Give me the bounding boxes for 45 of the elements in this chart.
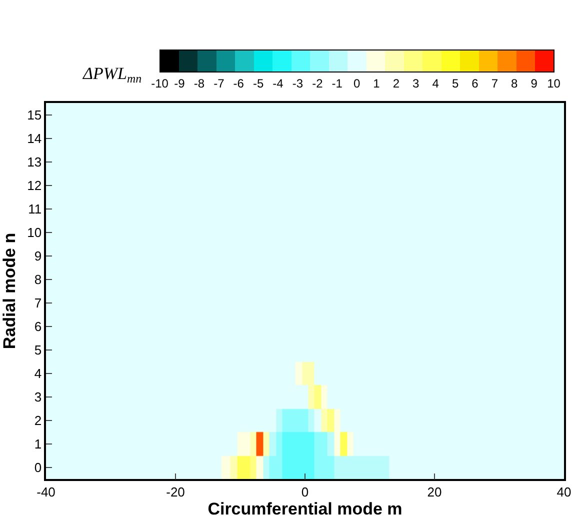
color-bar-label: 4 [432,76,440,90]
y-tick-label: 14 [27,130,42,146]
y-tick-label: 13 [27,154,42,170]
y-tick-label: 1 [34,436,42,452]
y-tick-label: 10 [27,224,42,240]
x-axis-title: Circumferential mode m [208,499,402,518]
x-tick-label: -20 [166,484,185,500]
color-bar-label: 1 [373,76,380,90]
y-tick-label: 7 [34,295,42,310]
color-bar-label: -5 [252,76,264,90]
y-tick-label: 9 [34,248,42,264]
color-bar-label: -8 [194,76,205,90]
color-bar-label: 0 [353,76,360,90]
x-tick-label: -40 [36,484,56,500]
y-tick-label: 5 [34,342,42,358]
y-tick-label: 6 [34,318,42,334]
x-tick-label: 0 [301,484,309,500]
y-tick-label: 2 [34,412,42,428]
color-bar-label: -3 [292,76,304,90]
color-bar-label: 2 [392,76,400,90]
y-tick-label: 12 [27,178,42,193]
y-axis-title: Radial mode n [0,232,19,350]
color-bar-label: 6 [472,76,479,90]
color-bar-label: 10 [547,76,561,90]
color-bar-label: -9 [174,76,186,90]
y-tick-label: 0 [34,460,42,475]
color-bar-label: -7 [214,76,225,90]
x-tick-label: 20 [427,484,442,500]
y-tick-label: 15 [27,107,42,122]
y-tick-label: 3 [34,389,42,404]
x-tick-label: 40 [556,484,572,500]
color-bar-label: -10 [151,76,169,90]
color-bar-label: -6 [233,76,244,90]
color-bar-label: -2 [312,76,324,90]
y-tick-label: 4 [34,366,42,381]
color-bar-label: 8 [511,76,518,90]
color-bar-label: 3 [412,76,420,90]
color-bar-label: 7 [491,76,498,90]
color-bar-label: 9 [530,76,538,90]
color-bar-label: 5 [452,76,459,90]
color-bar-label: -1 [332,76,343,90]
color-bar-title: ΔPWL$_{mn}$ [82,64,142,86]
y-tick-label: 11 [28,201,42,216]
y-tick-label: 8 [34,272,42,287]
color-bar-label: -4 [272,76,284,90]
